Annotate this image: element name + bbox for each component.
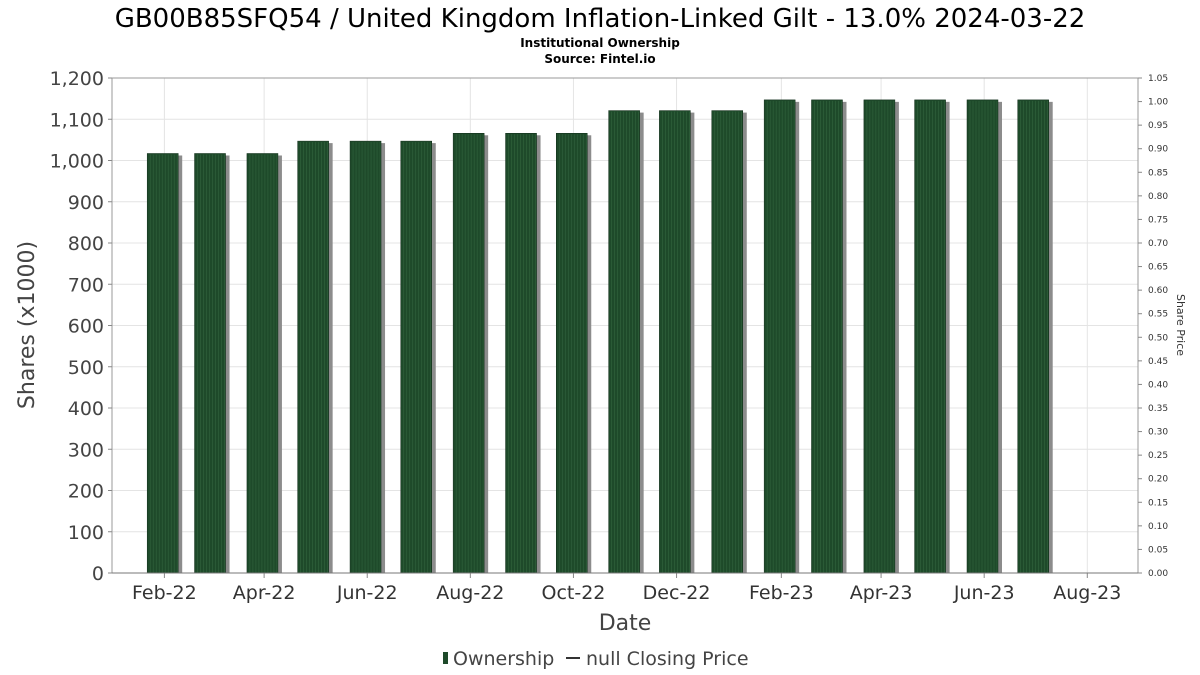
y-tick-label: 0 [92, 563, 104, 585]
ownership-bar [194, 153, 226, 574]
y-tick-label: 100 [68, 522, 104, 544]
bars [146, 99, 1053, 574]
y-tick-label: 700 [68, 274, 104, 296]
ownership-bar [763, 99, 796, 574]
x-tick-label: Aug-23 [1053, 582, 1121, 604]
ownership-bar [966, 99, 999, 574]
x-tick-label: Apr-23 [850, 582, 913, 604]
y-tick-label: 600 [68, 316, 104, 338]
y2-tick-label: 0.90 [1148, 145, 1168, 155]
y2-tick-label: 0.95 [1148, 121, 1168, 131]
chart-title: GB00B85SFQ54 / United Kingdom Inflation-… [115, 4, 1086, 34]
ownership-bar [659, 110, 691, 574]
y2-axis-label: Share Price [1174, 294, 1187, 356]
y2-tick-label: 0.45 [1148, 357, 1168, 367]
y-tick-label: 1,200 [50, 68, 104, 90]
y2-tick-label: 0.35 [1148, 404, 1168, 414]
y2-tick-label: 0.55 [1148, 310, 1168, 320]
y-tick-label: 1,100 [50, 109, 104, 131]
y2-tick-label: 0.20 [1148, 475, 1168, 485]
x-tick-label: Feb-22 [132, 582, 197, 604]
ownership-bar [711, 110, 744, 574]
y-tick-label: 300 [68, 439, 104, 461]
legend-price-label: null Closing Price [586, 648, 749, 670]
x-tick-label: Jun-22 [336, 582, 398, 604]
y2-tick-label: 0.25 [1148, 451, 1168, 461]
y2-tick-label: 1.05 [1148, 74, 1168, 84]
y2-tick-label: 0.70 [1148, 239, 1168, 249]
x-axis-label: Date [599, 611, 652, 636]
y2-tick-label: 0.30 [1148, 428, 1168, 438]
ownership-bar [863, 99, 896, 574]
y2-tick-label: 0.40 [1148, 380, 1168, 390]
legend: Ownership null Closing Price [443, 648, 749, 670]
y2-tick-label: 0.15 [1148, 498, 1168, 508]
axes: 0 100 200 300 400 500 600 700 800 900 1,000 1,100 1,… [50, 68, 1169, 604]
y2-tick-label: 0.80 [1148, 192, 1168, 202]
ownership-bar [146, 153, 179, 574]
ownership-bar [1017, 99, 1049, 574]
y2-tick-label: 0.65 [1148, 263, 1168, 273]
ownership-bar [297, 140, 329, 574]
y-axis-label: Shares (x1000) [15, 241, 40, 409]
x-tick-label: Apr-22 [233, 582, 296, 604]
y-tick-label: 900 [68, 192, 104, 214]
x-tick-label: Oct-22 [542, 582, 606, 604]
x-tick-label: Dec-22 [643, 582, 711, 604]
x-tick-label: Aug-22 [436, 582, 504, 604]
ownership-bar [608, 110, 640, 574]
y-tick-label: 200 [68, 481, 104, 503]
y2-tick-label: 0.50 [1148, 333, 1168, 343]
y2-tick-label: 0.75 [1148, 215, 1168, 225]
x-tick-label: Jun-23 [953, 582, 1015, 604]
ownership-bar [914, 99, 946, 574]
y-tick-label: 1,000 [50, 151, 104, 173]
x-tick-label: Feb-23 [749, 582, 814, 604]
legend-ownership-label: Ownership [453, 648, 554, 670]
y-tick-label: 500 [68, 357, 104, 379]
chart-subtitle: Institutional Ownership [520, 36, 680, 50]
y2-tick-label: 0.60 [1148, 286, 1168, 296]
y2-tick-label: 1.00 [1148, 98, 1168, 108]
chart-source: Source: Fintel.io [544, 52, 655, 66]
ownership-bar [505, 133, 537, 574]
y2-tick-label: 0.05 [1148, 545, 1168, 555]
ownership-bar [400, 140, 433, 574]
ownership-bar [811, 99, 843, 574]
y-tick-label: 800 [68, 233, 104, 255]
ownership-bar [556, 133, 588, 574]
legend-ownership-swatch [443, 652, 448, 664]
y2-tick-label: 0.00 [1148, 569, 1168, 579]
ownership-bar [452, 133, 485, 574]
ownership-bar [349, 140, 382, 574]
ownership-bar [246, 153, 279, 574]
y2-tick-label: 0.10 [1148, 522, 1168, 532]
y-tick-label: 400 [68, 398, 104, 420]
y2-tick-label: 0.85 [1148, 168, 1168, 178]
